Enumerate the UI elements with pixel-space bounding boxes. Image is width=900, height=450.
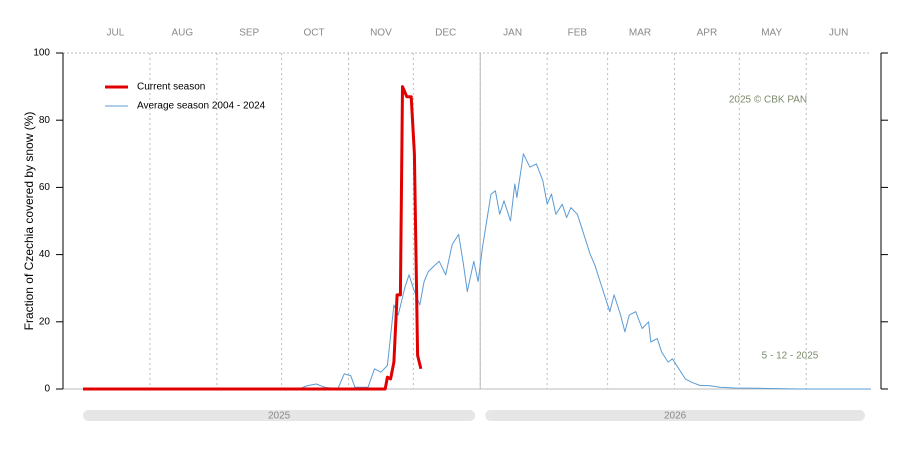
year-bar bbox=[83, 410, 476, 421]
year-bar bbox=[485, 410, 865, 421]
y-tick-label: 0 bbox=[44, 384, 50, 395]
month-label: JUL bbox=[106, 28, 124, 39]
series-line bbox=[83, 153, 871, 390]
annotation: 5 - 12 - 2025 bbox=[762, 351, 819, 362]
month-label: NOV bbox=[370, 28, 392, 39]
year-label: 2025 bbox=[268, 411, 291, 422]
series-line bbox=[83, 85, 423, 391]
month-label: APR bbox=[697, 28, 718, 39]
month-label: AUG bbox=[171, 28, 193, 39]
y-tick-label: 60 bbox=[39, 182, 51, 193]
month-label: JUN bbox=[829, 28, 848, 39]
y-tick-label: 20 bbox=[39, 316, 51, 327]
y-tick-label: 40 bbox=[39, 249, 51, 260]
month-label: DEC bbox=[435, 28, 456, 39]
month-label: MAY bbox=[761, 28, 782, 39]
legend-label: Current season bbox=[137, 82, 205, 93]
legend-label: Average season 2004 - 2024 bbox=[137, 101, 266, 112]
month-label: SEP bbox=[239, 28, 259, 39]
y-axis-label: Fraction of Czechia covered by snow (%) bbox=[22, 112, 36, 331]
y-tick-label: 80 bbox=[39, 115, 51, 126]
month-label: FEB bbox=[568, 28, 588, 39]
y-tick-label: 100 bbox=[33, 48, 50, 59]
month-label: MAR bbox=[629, 28, 651, 39]
month-label: OCT bbox=[303, 28, 324, 39]
annotation: 2025 © CBK PAN bbox=[729, 95, 807, 106]
month-label: JAN bbox=[503, 28, 522, 39]
year-label: 2026 bbox=[664, 411, 687, 422]
